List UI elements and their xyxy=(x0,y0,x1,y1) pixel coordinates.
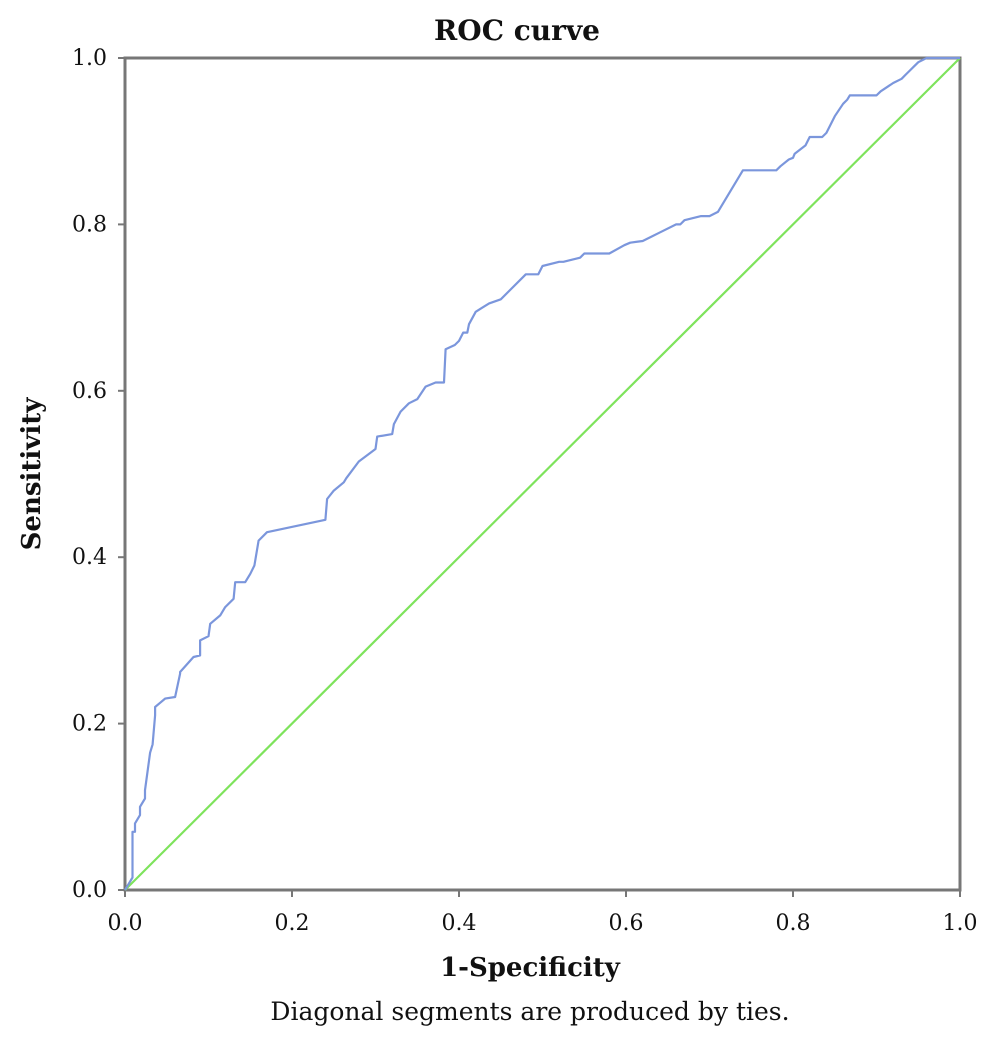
x-tick-label: 0.0 xyxy=(108,911,143,936)
chart-footnote: Diagonal segments are produced by ties. xyxy=(270,997,789,1026)
x-tick-label: 0.6 xyxy=(609,911,644,936)
reference-diagonal-line xyxy=(124,57,961,891)
y-tick-label: 0.8 xyxy=(72,212,107,237)
y-tick-label: 0.2 xyxy=(72,712,107,737)
y-tick-label: 0.0 xyxy=(72,878,107,903)
x-tick-label: 1.0 xyxy=(943,911,978,936)
x-tick-label: 0.2 xyxy=(275,911,310,936)
y-tick-label: 0.4 xyxy=(72,545,107,570)
x-axis-title: 1-Specificity xyxy=(440,953,621,983)
series-layer xyxy=(124,56,961,891)
x-tick-label: 0.4 xyxy=(442,911,477,936)
x-tick-label: 0.8 xyxy=(776,911,811,936)
y-tick-label: 1.0 xyxy=(72,46,107,71)
chart-title: ROC curve xyxy=(434,14,600,47)
x-axis-ticks: 0.0 0.2 0.4 0.6 0.8 1.0 xyxy=(108,890,978,936)
y-tick-label: 0.6 xyxy=(72,379,107,404)
y-axis-ticks: 0.0 0.2 0.4 0.6 0.8 1.0 xyxy=(72,46,125,903)
y-axis-title: Sensitivity xyxy=(17,397,47,551)
roc-curve-line xyxy=(124,56,960,891)
